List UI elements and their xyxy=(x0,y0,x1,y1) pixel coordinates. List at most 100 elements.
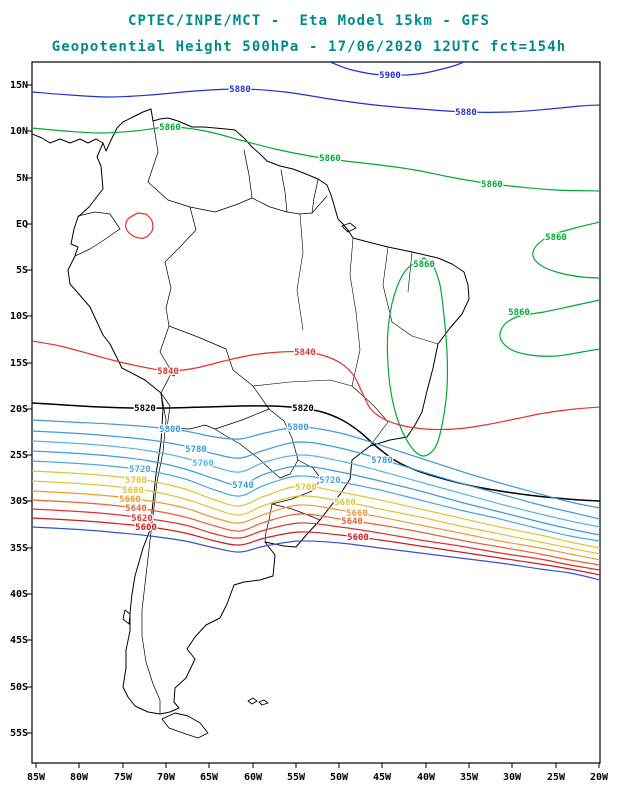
contour-label-5840: 5840 xyxy=(157,367,179,377)
contour-label-5860: 5860 xyxy=(159,123,181,133)
lon-tick-label: 30W xyxy=(503,772,522,783)
lat-tick-label: 20S xyxy=(10,404,28,415)
contour-lines xyxy=(32,62,600,581)
contour-labels: 5900 5880 5880 5860 5860 5860 5860 5860 5860 5840… xyxy=(118,70,568,545)
contour-5780 xyxy=(32,430,600,520)
contour-5860 xyxy=(499,299,600,357)
lon-tick-label: 50W xyxy=(330,772,349,783)
lat-tick-label: 45S xyxy=(10,635,28,646)
contour-label-5660: 5660 xyxy=(346,509,368,519)
contour-label-5760: 5760 xyxy=(192,459,214,469)
lat-tick-label: 5S xyxy=(16,265,28,276)
lon-tick-label: 60W xyxy=(244,772,263,783)
contour-label-5640: 5640 xyxy=(125,504,147,514)
contour-label-5900: 5900 xyxy=(379,71,401,81)
contour-label-5860: 5860 xyxy=(413,260,435,270)
state-borders xyxy=(252,213,439,447)
contour-label-5700: 5700 xyxy=(125,476,147,486)
contour-label-5740: 5740 xyxy=(232,481,254,491)
lat-tick-label: 30S xyxy=(10,496,28,507)
contour-label-5820: 5820 xyxy=(292,404,314,414)
contour-label-5840: 5840 xyxy=(294,348,316,358)
lon-tick-label: 70W xyxy=(157,772,176,783)
contour-5800 xyxy=(32,419,600,509)
south-america-basemap xyxy=(32,108,470,739)
chiloe-island xyxy=(122,609,131,625)
contour-label-5880: 5880 xyxy=(455,108,477,118)
country-borders xyxy=(74,120,328,715)
contour-5700 xyxy=(32,470,600,549)
contour-5760 xyxy=(32,440,600,528)
marajo-island xyxy=(341,222,357,233)
lon-tick-label: 80W xyxy=(70,772,89,783)
contour-5600 xyxy=(32,517,600,576)
contour-5640 xyxy=(32,499,600,566)
contour-label-5820: 5820 xyxy=(134,404,156,414)
contour-label-5600: 5600 xyxy=(347,533,369,543)
lon-tick-label: 35W xyxy=(460,772,479,783)
contour-5740 xyxy=(32,450,600,536)
lat-tick-label: 35S xyxy=(10,543,28,554)
contour-label-5640: 5640 xyxy=(341,517,363,527)
lat-tick-label: 5N xyxy=(16,173,28,184)
axis-ticks-and-labels: 15N 10N 5N EQ 5S 10S 15S 20S 25S 30S 35S 40S 45S 50S 5… xyxy=(10,80,609,783)
lon-tick-label: 65W xyxy=(200,772,219,783)
panama-isthmus-coastline xyxy=(32,133,104,144)
contour-label-5600: 5600 xyxy=(135,523,157,533)
lon-tick-label: 25W xyxy=(547,772,566,783)
contour-label-5860: 5860 xyxy=(481,180,503,190)
lon-tick-label: 75W xyxy=(114,772,133,783)
contour-5880 xyxy=(32,88,600,113)
contour-5820 xyxy=(32,402,600,502)
lat-tick-label: 15S xyxy=(10,358,28,369)
contour-label-5860: 5860 xyxy=(545,233,567,243)
lat-tick-label: 25S xyxy=(10,450,28,461)
contour-5860 xyxy=(32,126,600,192)
contour-label-5800: 5800 xyxy=(159,425,181,435)
chart-header: CPTEC/INPE/MCT - Eta Model 15km - GFS Ge… xyxy=(0,8,618,60)
contour-5840 xyxy=(32,340,600,431)
lat-tick-label: 15N xyxy=(10,80,28,91)
lat-tick-label: 10S xyxy=(10,311,28,322)
lat-tick-label: 10N xyxy=(10,126,28,137)
contour-5860 xyxy=(532,221,600,279)
lon-tick-label: 40W xyxy=(417,772,436,783)
contour-label-5720: 5720 xyxy=(319,476,341,486)
contour-label-5720: 5720 xyxy=(129,465,151,475)
contour-label-5680: 5680 xyxy=(334,498,356,508)
contour-label-5680: 5680 xyxy=(122,486,144,496)
contour-label-5700: 5700 xyxy=(295,483,317,493)
contour-5900 xyxy=(329,62,465,76)
contour-label-5860: 5860 xyxy=(319,154,341,164)
lat-tick-label: 50S xyxy=(10,682,28,693)
contour-label-5660: 5660 xyxy=(119,495,141,505)
contour-label-5800: 5800 xyxy=(287,423,309,433)
map-frame xyxy=(31,61,601,764)
contour-5860 xyxy=(386,257,449,457)
tierra-del-fuego xyxy=(161,712,209,739)
contour-label-5780: 5780 xyxy=(185,445,207,455)
contour-5660 xyxy=(32,490,600,561)
lat-tick-label: 40S xyxy=(10,589,28,600)
contour-label-5780: 5780 xyxy=(371,456,393,466)
falkland-east xyxy=(258,699,269,706)
contour-5620 xyxy=(32,508,600,571)
contour-label-5880: 5880 xyxy=(229,85,251,95)
chart-title-line1: CPTEC/INPE/MCT - Eta Model 15km - GFS xyxy=(127,13,491,29)
lat-tick-label: EQ xyxy=(16,219,28,230)
contour-5840 xyxy=(125,212,154,239)
falkland-west xyxy=(247,697,258,705)
lon-tick-label: 20W xyxy=(590,772,609,783)
lon-tick-label: 55W xyxy=(287,772,306,783)
contour-5720 xyxy=(32,460,600,542)
lat-tick-label: 55S xyxy=(10,728,28,739)
contour-5680 xyxy=(32,480,600,555)
lon-tick-label: 85W xyxy=(27,772,46,783)
contour-label-5620: 5620 xyxy=(131,514,153,524)
chart-title-line2: Geopotential Height 500hPa - 17/06/2020 … xyxy=(51,39,567,55)
contour-5580 xyxy=(32,526,600,581)
lon-tick-label: 45W xyxy=(373,772,392,783)
islands-and-lakes xyxy=(122,222,357,739)
